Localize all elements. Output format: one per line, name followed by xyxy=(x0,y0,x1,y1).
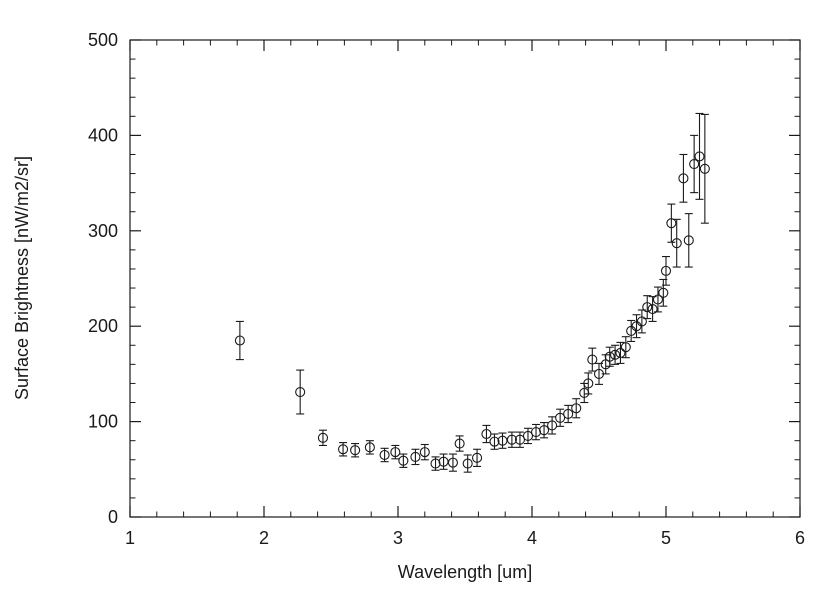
data-point xyxy=(587,354,598,365)
data-point xyxy=(660,265,672,276)
data-point xyxy=(462,458,473,469)
data-point xyxy=(379,449,390,461)
x-tick-label: 4 xyxy=(527,528,537,548)
data-point xyxy=(666,218,677,229)
data-point xyxy=(430,458,441,469)
x-tick-label: 1 xyxy=(125,528,135,548)
x-tick-label: 3 xyxy=(393,528,403,548)
plot-frame-group: 1 2 3 4 5 6 0 100 200 300 400 500 xyxy=(88,30,805,548)
data-point xyxy=(689,158,700,170)
data-point xyxy=(350,445,361,456)
data-point xyxy=(642,302,653,313)
data-point xyxy=(683,235,694,246)
data-point xyxy=(571,403,582,414)
data-point xyxy=(699,163,710,174)
x-tick-label: 5 xyxy=(661,528,671,548)
y-tick-label: 100 xyxy=(88,412,118,432)
y-tick-label: 500 xyxy=(88,30,118,50)
y-tick-label: 0 xyxy=(108,507,118,527)
data-point xyxy=(530,427,542,438)
data-point xyxy=(539,425,550,436)
plot-data-group xyxy=(234,112,710,473)
y-tick-label: 400 xyxy=(88,125,118,145)
data-point xyxy=(658,287,669,298)
data-point xyxy=(398,455,409,466)
data-point xyxy=(652,294,664,305)
data-point xyxy=(506,434,517,445)
data-point xyxy=(694,151,705,162)
data-point xyxy=(514,434,525,445)
data-point xyxy=(419,447,430,458)
data-point xyxy=(583,378,594,389)
x-tick-label: 2 xyxy=(259,528,269,548)
data-point xyxy=(563,408,574,420)
data-point xyxy=(364,442,375,453)
data-point xyxy=(678,173,689,184)
data-point xyxy=(555,412,566,423)
data-point xyxy=(615,347,626,358)
data-point xyxy=(522,430,534,441)
x-tick-label: 6 xyxy=(795,528,805,548)
plot-frame xyxy=(129,39,801,518)
data-point xyxy=(647,303,658,315)
data-point xyxy=(547,420,558,431)
y-tick-label: 200 xyxy=(88,316,118,336)
data-point xyxy=(295,386,306,398)
data-point xyxy=(317,432,329,443)
data-point xyxy=(410,451,421,462)
data-point xyxy=(472,452,483,463)
data-point xyxy=(454,438,465,449)
data-point xyxy=(338,444,349,455)
y-axis-title: Surface Brightness [nW/m2/sr] xyxy=(12,156,32,400)
x-axis-title: Wavelength [um] xyxy=(398,562,532,582)
data-point xyxy=(671,238,682,249)
data-point xyxy=(489,436,500,447)
data-point xyxy=(636,316,647,327)
data-point xyxy=(234,335,245,346)
y-tick-label: 300 xyxy=(88,221,118,241)
data-point xyxy=(604,351,615,362)
data-point xyxy=(620,342,631,353)
data-point xyxy=(610,349,621,360)
data-point xyxy=(390,447,401,458)
data-point xyxy=(447,457,458,468)
